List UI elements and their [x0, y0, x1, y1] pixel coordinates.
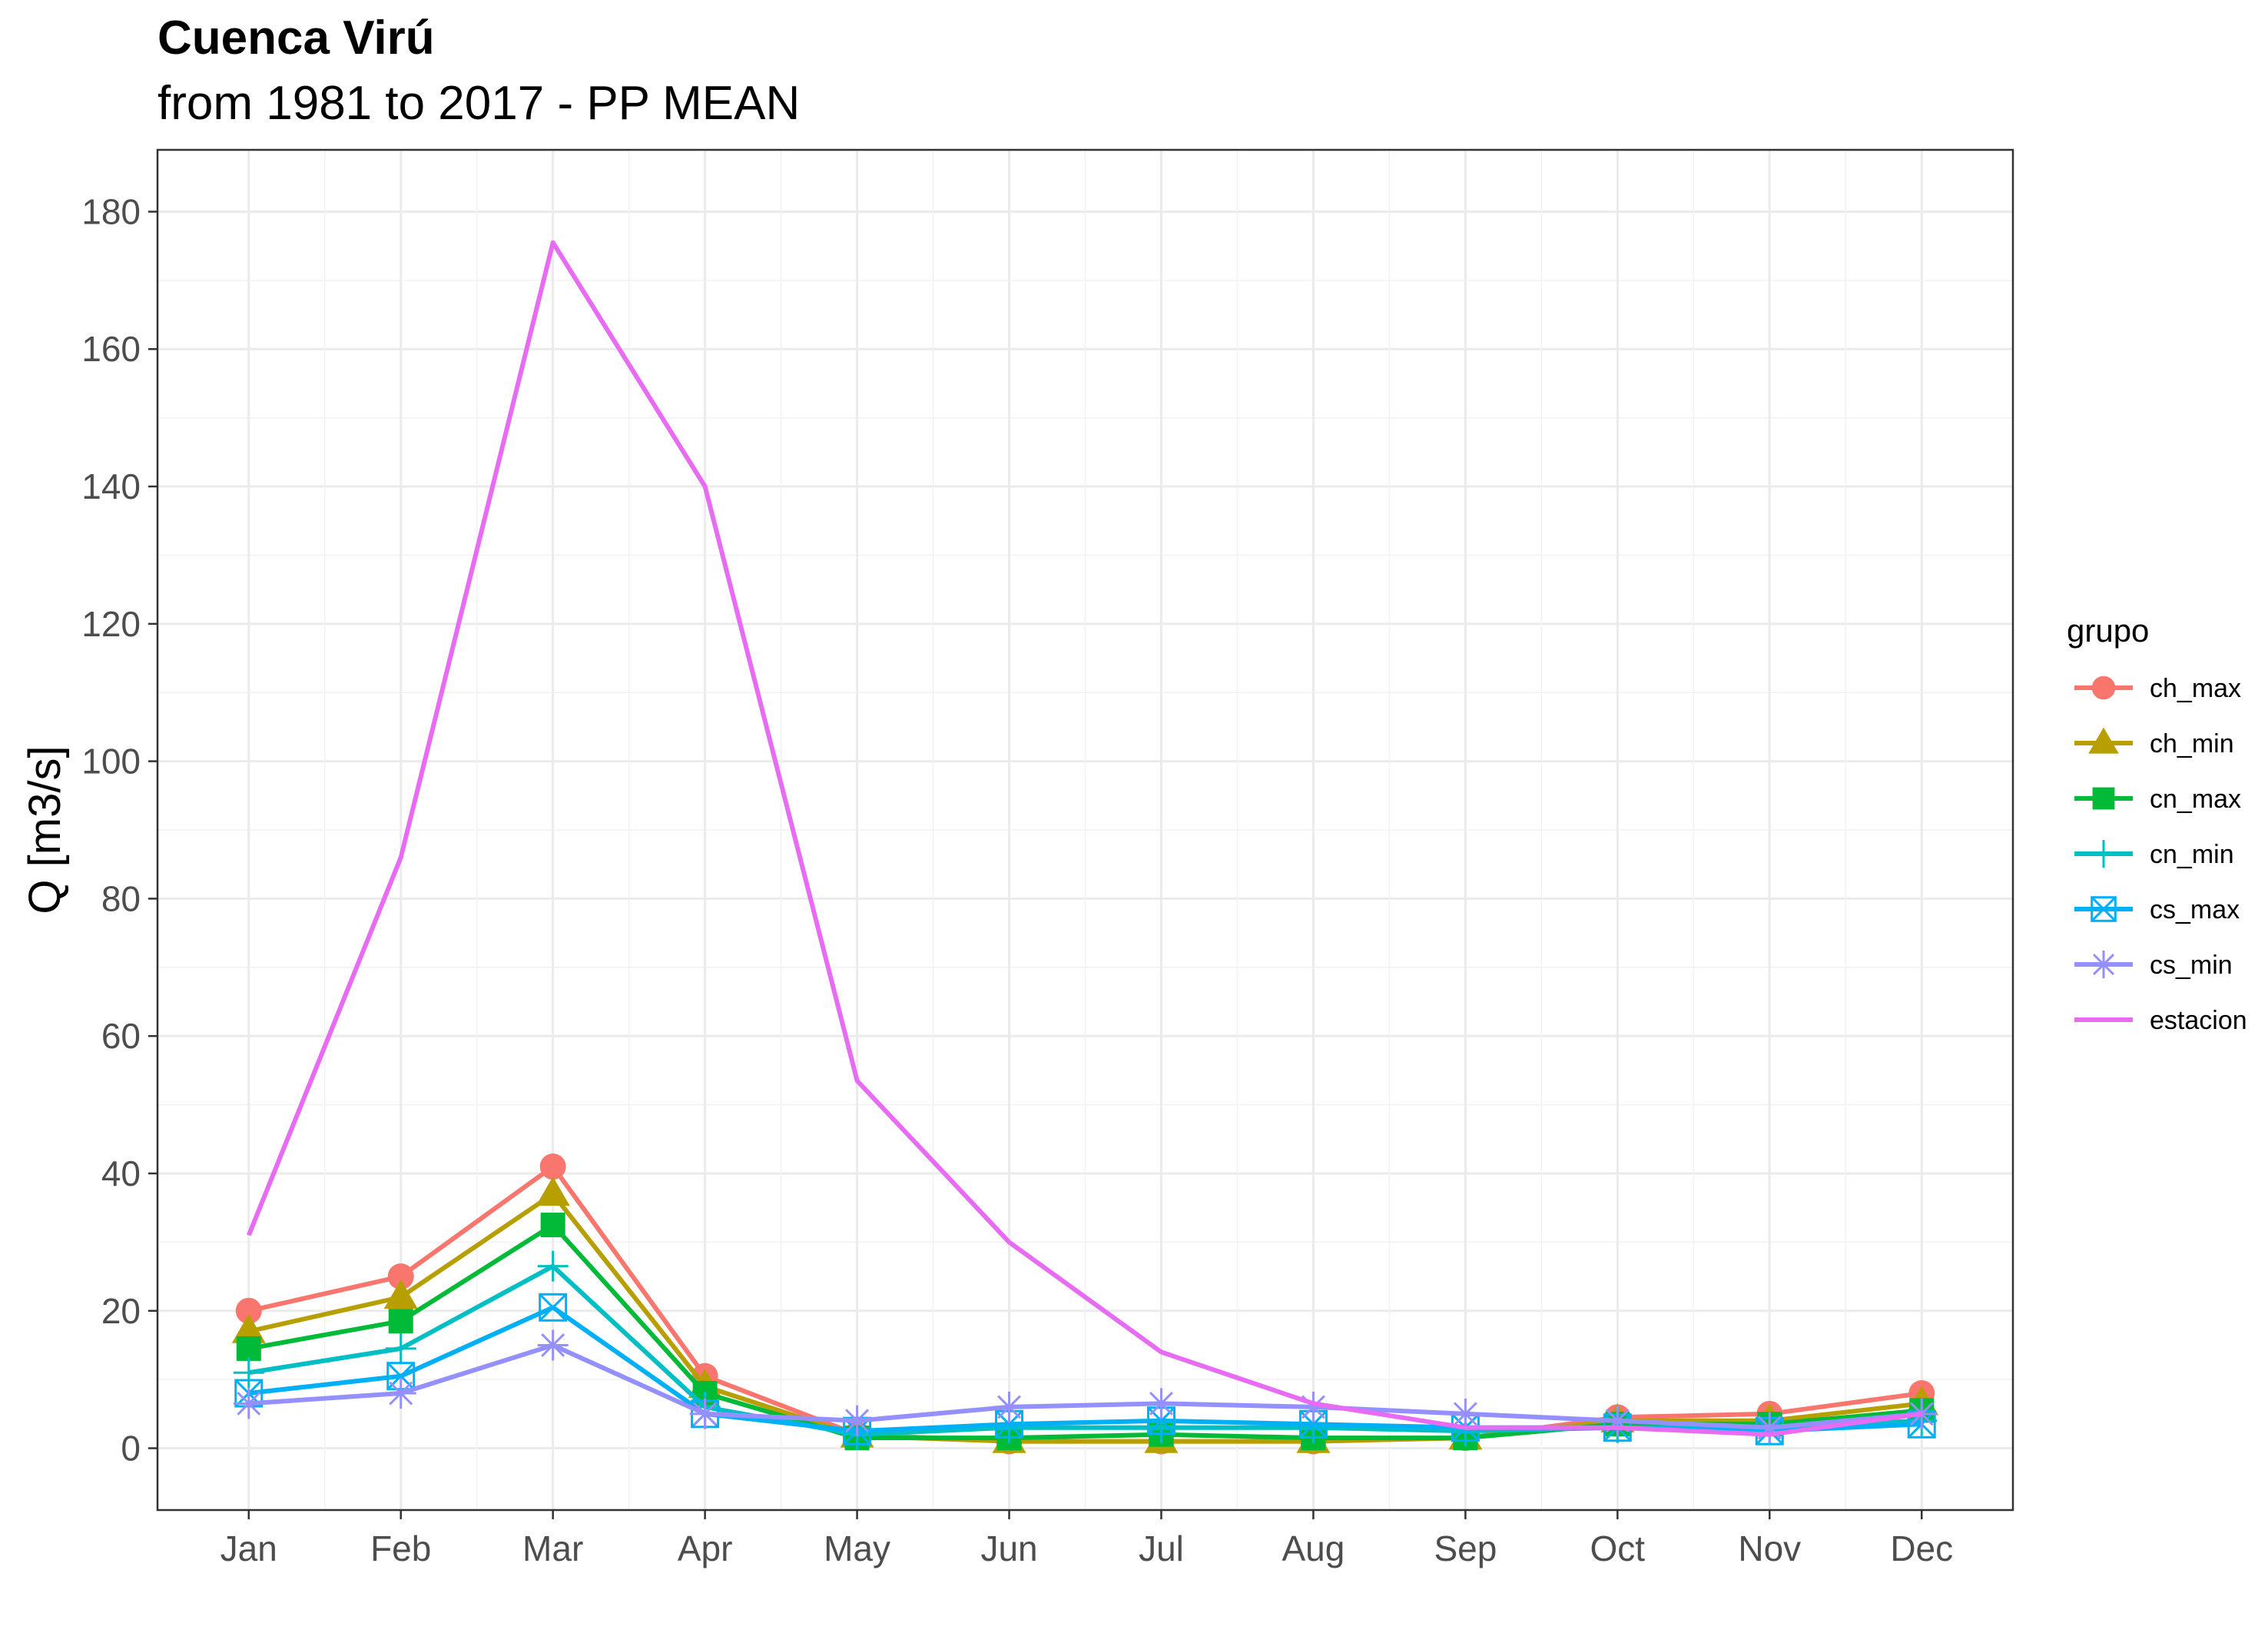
data-point-cs_min — [233, 1388, 264, 1419]
data-point-ch_max — [539, 1153, 566, 1180]
ast-d2 — [1453, 1402, 1477, 1426]
data-point-cn_max — [540, 1213, 565, 1238]
y-tick-label: 40 — [101, 1153, 141, 1193]
data-point-cs_min — [1450, 1398, 1481, 1429]
data-point-cs_min — [689, 1398, 721, 1429]
legend-label: cn_max — [2150, 785, 2241, 814]
y-tick-label: 60 — [101, 1016, 141, 1056]
data-point-cs_min — [1602, 1405, 1633, 1436]
series-estacion — [247, 240, 1922, 1437]
ast-d2 — [2092, 953, 2115, 976]
diag-2 — [2091, 896, 2117, 922]
data-point-ch_max — [387, 1263, 414, 1290]
series-line-estacion — [247, 240, 1922, 1437]
data-point-cs_min — [385, 1378, 416, 1409]
legend-label: cs_min — [2150, 951, 2233, 980]
data-point-cs_min — [1754, 1412, 1786, 1443]
legend-item-ch_min: ch_min — [2074, 727, 2234, 758]
legend-item-cn_min: cn_min — [2074, 840, 2234, 869]
series-line-cs_min — [248, 1343, 1922, 1430]
data-point-cs_min — [993, 1391, 1025, 1422]
data-point-ch_min — [231, 1313, 266, 1343]
plot-border — [156, 148, 2014, 1512]
x-tick-label: Oct — [1590, 1528, 1646, 1568]
x-tick-label: May — [824, 1528, 890, 1568]
ast-d2 — [1909, 1402, 1934, 1426]
ast-d2 — [541, 1333, 565, 1357]
x-tick-label: Sep — [1434, 1528, 1497, 1568]
y-tick-label: 20 — [101, 1291, 141, 1331]
data-point-cs_min — [537, 1329, 569, 1361]
y-tick-label: 180 — [81, 191, 141, 231]
legend-key-marker — [2091, 896, 2117, 922]
legend-item-cn_max: cn_max — [2074, 785, 2241, 814]
y-tick-label: 160 — [81, 329, 141, 369]
data-point-ch_min — [536, 1176, 570, 1206]
legend-title: grupo — [2067, 612, 2149, 649]
x-tick-label: Dec — [1890, 1528, 1953, 1568]
legend-item-ch_max: ch_max — [2074, 674, 2241, 703]
ast-d2 — [1301, 1395, 1325, 1419]
diag-2 — [539, 1293, 567, 1322]
ast-d2 — [693, 1402, 718, 1426]
data-point-cn_min — [385, 1333, 416, 1364]
legend-key-marker — [2091, 675, 2116, 700]
legend-item-estacion: estacion — [2074, 1006, 2247, 1035]
x-tick-label: Aug — [1282, 1528, 1345, 1568]
chart-title: Cuenca Virú — [158, 12, 435, 65]
x-tick-label: Jun — [980, 1528, 1037, 1568]
box — [539, 1293, 568, 1322]
legend-label: cn_min — [2150, 840, 2234, 869]
legend-label: cs_max — [2150, 895, 2240, 924]
y-axis: 0 20 40 60 80 100 120 140 160 180 — [81, 191, 158, 1469]
data-point-ch_max — [235, 1297, 262, 1324]
box — [2091, 896, 2117, 922]
data-point-cn_max — [388, 1309, 413, 1334]
legend-label: ch_max — [2150, 674, 2241, 703]
data-point-cs_min — [841, 1405, 873, 1436]
x-axis: Jan Feb Mar Apr May Jun Jul Aug Sep Oct Nov Dec — [220, 1510, 1953, 1568]
y-tick-label: 80 — [101, 878, 141, 918]
y-tick-label: 140 — [81, 466, 141, 506]
y-axis-label: Q [m3/s] — [20, 745, 70, 914]
ast-d2 — [845, 1409, 870, 1433]
legend-key-marker — [2088, 727, 2119, 754]
legend: grupo ch_max ch_min cn_max cn_min cs_max cs_m… — [2067, 612, 2247, 1035]
x-tick-label: Feb — [370, 1528, 431, 1568]
x-tick-label: Apr — [678, 1528, 733, 1568]
data-point-ch_min — [383, 1280, 418, 1309]
legend-key-marker — [2090, 840, 2117, 868]
data-point-cs_min — [1146, 1388, 1177, 1419]
y-tick-label: 120 — [81, 604, 141, 644]
data-point-cn_min — [537, 1250, 569, 1282]
series-line-cn_max — [248, 1223, 1922, 1441]
legend-label: estacion — [2150, 1006, 2247, 1035]
x-tick-label: Nov — [1738, 1528, 1801, 1568]
x-tick-label: Jan — [220, 1528, 277, 1568]
ast-d2 — [1149, 1391, 1173, 1416]
legend-label: ch_min — [2150, 729, 2234, 758]
series-layer — [231, 240, 1939, 1455]
data-point-cn_max — [236, 1336, 261, 1361]
ast-d2 — [237, 1391, 261, 1416]
legend-item-cs_min: cs_min — [2074, 951, 2233, 980]
y-tick-label: 100 — [81, 742, 141, 782]
legend-item-cs_max: cs_max — [2074, 895, 2240, 924]
x-tick-label: Jul — [1139, 1528, 1184, 1568]
legend-key-marker — [2092, 787, 2115, 810]
legend-key-marker — [2090, 951, 2117, 978]
y-tick-label: 0 — [121, 1429, 141, 1469]
ast-d2 — [389, 1381, 413, 1406]
ast-d2 — [997, 1395, 1021, 1419]
data-point-cs_max — [539, 1293, 568, 1322]
chart-subtitle: from 1981 to 2017 - PP MEAN — [158, 77, 800, 130]
x-tick-label: Mar — [522, 1528, 583, 1568]
data-point-cn_min — [233, 1357, 264, 1389]
